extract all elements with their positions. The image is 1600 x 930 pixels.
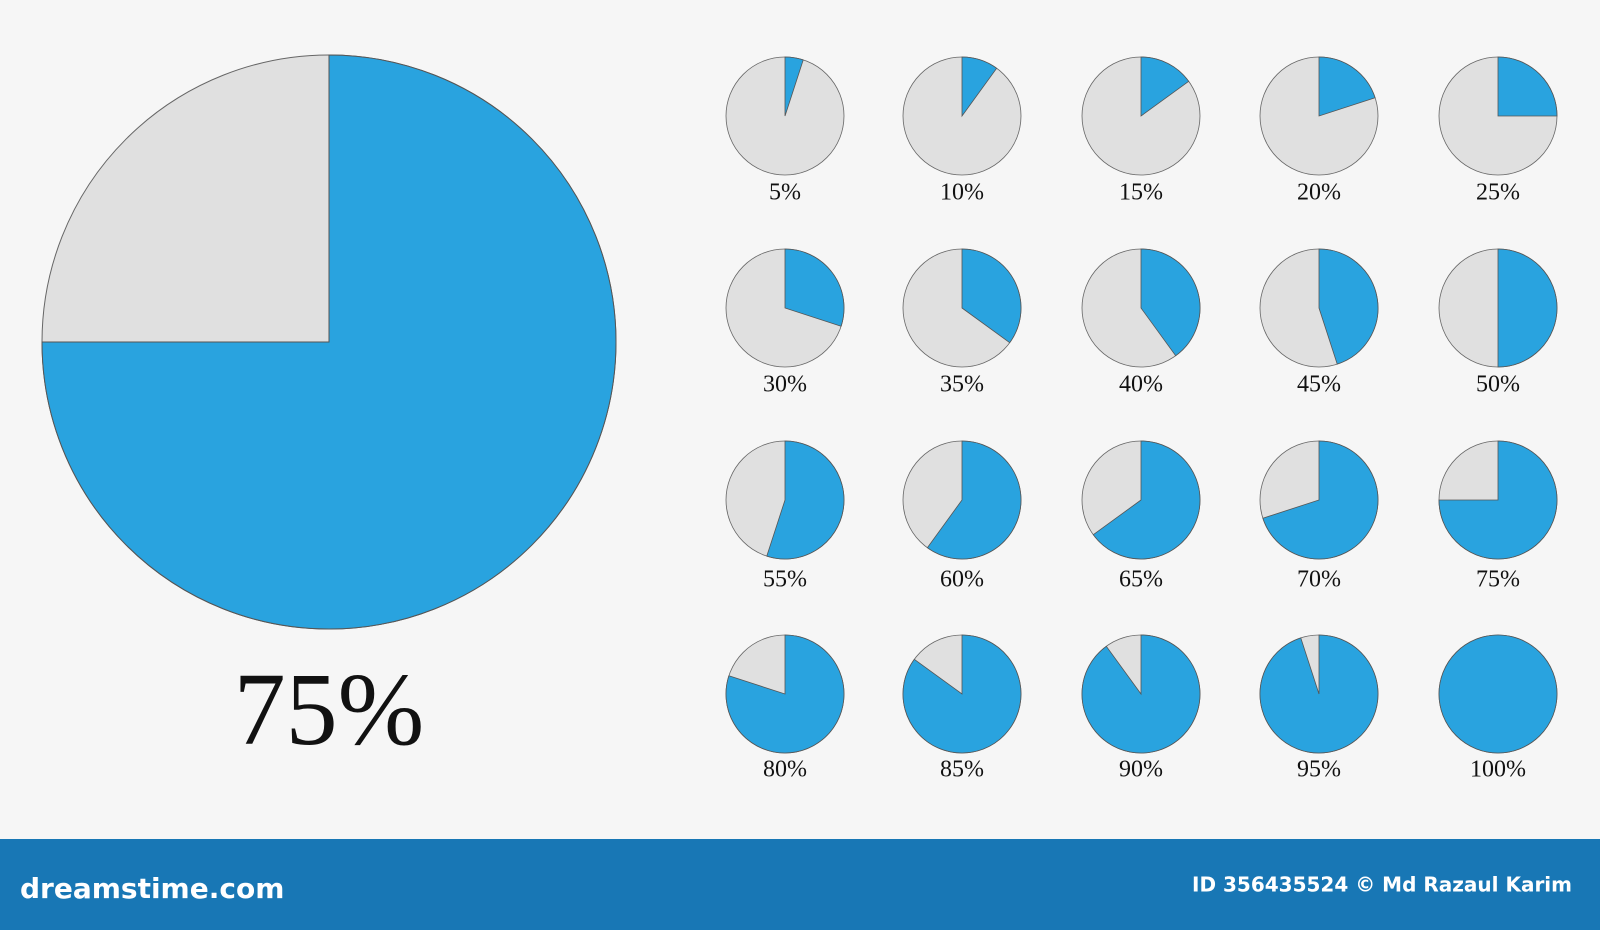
- value-label: 70%: [1297, 567, 1341, 593]
- pie-slice: [784, 248, 845, 327]
- footer-bar: [0, 839, 1600, 930]
- value-label: 10%: [940, 180, 984, 206]
- value-label: 90%: [1119, 757, 1163, 783]
- pie-slice: [1140, 248, 1201, 357]
- value-label: 65%: [1119, 567, 1163, 593]
- value-label: 85%: [940, 757, 984, 783]
- pie-slice: [725, 634, 845, 754]
- pie-slice: [1140, 56, 1190, 117]
- value-label: 35%: [940, 372, 984, 398]
- pie-slice: [1318, 56, 1376, 117]
- pie-slice: [784, 56, 804, 117]
- pie-slice: [1438, 440, 1558, 560]
- value-label: 60%: [940, 567, 984, 593]
- value-label: 50%: [1476, 372, 1520, 398]
- pie-slice: [766, 440, 845, 560]
- pie-slice: [1438, 634, 1558, 754]
- footer-logo: dreamstime.com: [20, 872, 284, 905]
- pie-slice: [1262, 440, 1379, 560]
- pie-slice: [902, 634, 1022, 754]
- pie-slice: [1259, 634, 1379, 754]
- value-label: 95%: [1297, 757, 1341, 783]
- value-label: 25%: [1476, 180, 1520, 206]
- value-label: 80%: [763, 757, 807, 783]
- pie-slice: [1318, 248, 1379, 365]
- value-label: 75%: [234, 652, 425, 767]
- value-label: 15%: [1119, 180, 1163, 206]
- pie-slice: [1497, 56, 1558, 117]
- value-label: 30%: [763, 372, 807, 398]
- pie-slice: [1081, 634, 1201, 754]
- pie-slice: [926, 440, 1022, 560]
- pie-slice: [961, 56, 998, 118]
- value-label: 75%: [1476, 567, 1520, 593]
- value-label: 55%: [763, 567, 807, 593]
- footer-credit: ID 356435524 © Md Razaul Karim: [1192, 873, 1572, 897]
- pie-slice: [961, 248, 1022, 344]
- pie-slice: [1497, 248, 1558, 368]
- value-label: 5%: [769, 180, 801, 206]
- pie-slice: [41, 54, 617, 630]
- value-label: 100%: [1470, 757, 1526, 783]
- value-label: 45%: [1297, 372, 1341, 398]
- value-label: 20%: [1297, 180, 1341, 206]
- value-label: 40%: [1119, 372, 1163, 398]
- pie-slice: [1092, 440, 1201, 560]
